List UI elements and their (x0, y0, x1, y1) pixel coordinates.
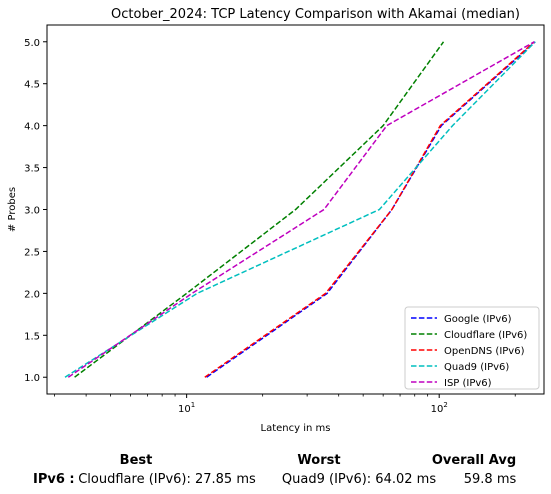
y-tick-label: 2.0 (24, 289, 40, 300)
y-tick-label: 2.5 (24, 247, 40, 258)
legend-label-3: Quad9 (IPv6) (444, 362, 509, 373)
y-tick-label: 4.5 (24, 80, 40, 91)
legend-label-2: OpenDNS (IPv6) (444, 346, 525, 357)
legend-label-4: ISP (IPv6) (444, 378, 492, 389)
series-line-4 (67, 41, 535, 378)
y-tick-label: 1.0 (24, 373, 40, 384)
series-line-1 (74, 41, 445, 378)
y-tick-label: 1.5 (24, 331, 40, 342)
y-axis-label: # Probes (7, 187, 18, 232)
legend-label-1: Cloudflare (IPv6) (444, 330, 527, 341)
series-line-3 (64, 41, 536, 378)
series-group (64, 41, 536, 378)
legend-box (404, 306, 540, 390)
series-line-0 (206, 41, 536, 378)
x-tick-label: 101 (178, 401, 195, 415)
y-tick-label: 3.0 (24, 206, 40, 217)
y-tick-label: 5.0 (24, 38, 40, 49)
y-tick-label: 4.0 (24, 122, 40, 133)
legend-label-0: Google (IPv6) (444, 314, 512, 325)
y-tick-label: 3.5 (24, 164, 40, 175)
x-tick-label: 102 (431, 401, 448, 415)
x-axis-label: Latency in ms (261, 423, 331, 434)
chart-title: October_2024: TCP Latency Comparison wit… (111, 7, 520, 22)
series-line-2 (204, 41, 535, 378)
